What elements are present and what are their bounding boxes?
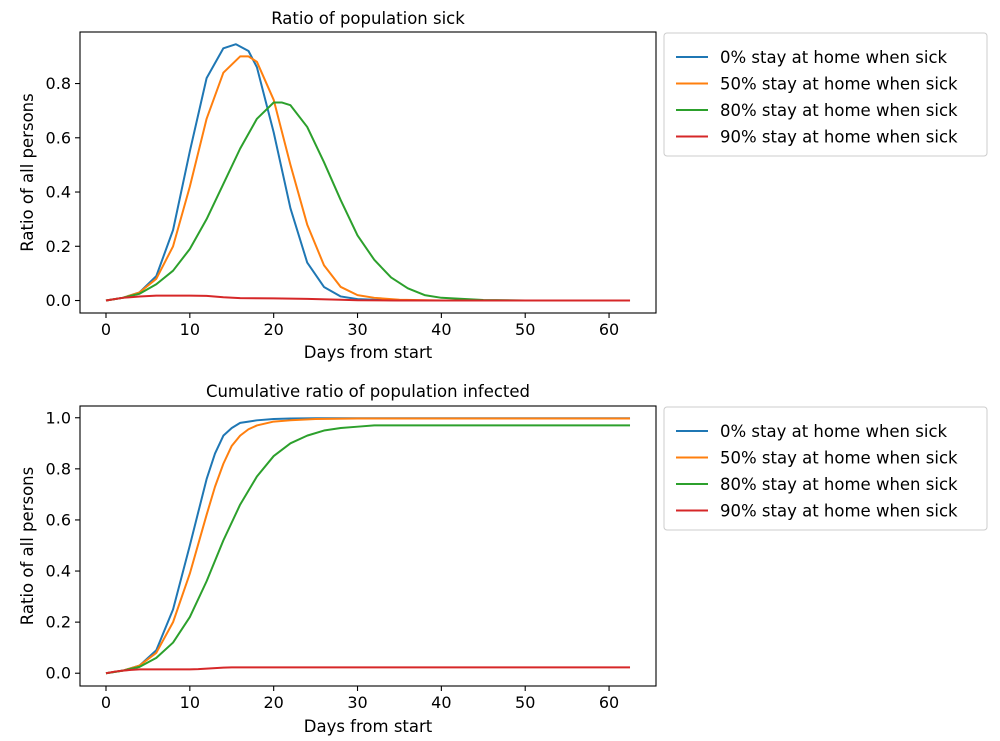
y-tick-label: 0.8 [46, 459, 71, 478]
y-tick-label: 0.6 [46, 128, 71, 147]
x-tick-label: 50 [515, 320, 535, 339]
x-tick-label: 0 [101, 320, 111, 339]
y-axis-label: Ratio of all persons [18, 93, 37, 251]
x-axis-label: Days from start [304, 717, 433, 736]
x-tick-label: 10 [180, 320, 200, 339]
legend: 0% stay at home when sick 50% stay at hom… [663, 406, 988, 531]
y-axis-label: Ratio of all persons [18, 467, 37, 625]
x-tick-label: 40 [431, 693, 451, 712]
legend-label: 90% stay at home when sick [720, 128, 958, 147]
series-line-4 [105, 666, 631, 675]
chart-title: Cumulative ratio of population infected [206, 382, 530, 401]
series-line-2 [105, 55, 631, 302]
series-line-1 [105, 43, 631, 302]
legend-label: 50% stay at home when sick [720, 449, 958, 468]
x-tick-label: 20 [263, 320, 283, 339]
legend-box [663, 32, 988, 157]
legend: 0% stay at home when sick 50% stay at hom… [663, 32, 988, 157]
y-tick-label: 0.2 [46, 613, 71, 632]
x-tick-label: 10 [180, 693, 200, 712]
x-tick-label: 50 [515, 693, 535, 712]
y-tick-label: 0.6 [46, 510, 71, 529]
x-tick-label: 20 [263, 693, 283, 712]
chart-panel-1: 0 10 20 30 40 50 60 0.0 0.2 0.4 0.6 0.8 Ratio of pop… [18, 9, 988, 362]
x-tick-label: 0 [101, 693, 111, 712]
x-tick-label: 40 [431, 320, 451, 339]
x-tick-label: 30 [347, 693, 367, 712]
x-tick-label: 60 [599, 320, 619, 339]
x-tick-label: 60 [599, 693, 619, 712]
series-line-2 [105, 417, 631, 675]
legend-label: 80% stay at home when sick [720, 101, 958, 120]
series-line-4 [105, 294, 631, 302]
legend-label: 0% stay at home when sick [720, 422, 948, 441]
legend-label: 50% stay at home when sick [720, 75, 958, 94]
series-line-3 [105, 101, 631, 302]
plot-frame [79, 405, 657, 687]
legend-label: 80% stay at home when sick [720, 475, 958, 494]
series-line-3 [105, 424, 631, 675]
y-tick-label: 1.0 [46, 408, 71, 427]
y-tick-label: 0.4 [46, 183, 71, 202]
y-tick-label: 0.4 [46, 562, 71, 581]
legend-label: 0% stay at home when sick [720, 48, 948, 67]
x-axis-label: Days from start [304, 343, 433, 362]
legend-box [663, 406, 988, 531]
y-tick-label: 0.8 [46, 74, 71, 93]
plot-frame [79, 31, 657, 314]
legend-label: 90% stay at home when sick [720, 502, 958, 521]
y-tick-label: 0.0 [46, 664, 71, 683]
series-line-1 [105, 417, 631, 675]
chart-panel-2: 0 10 20 30 40 50 60 0.0 0.2 0.4 0.6 0.8 1.0 Cumulativ… [18, 382, 988, 736]
chart-title: Ratio of population sick [271, 9, 465, 28]
x-tick-label: 30 [347, 320, 367, 339]
y-tick-label: 0.0 [46, 291, 71, 310]
y-tick-label: 0.2 [46, 237, 71, 256]
